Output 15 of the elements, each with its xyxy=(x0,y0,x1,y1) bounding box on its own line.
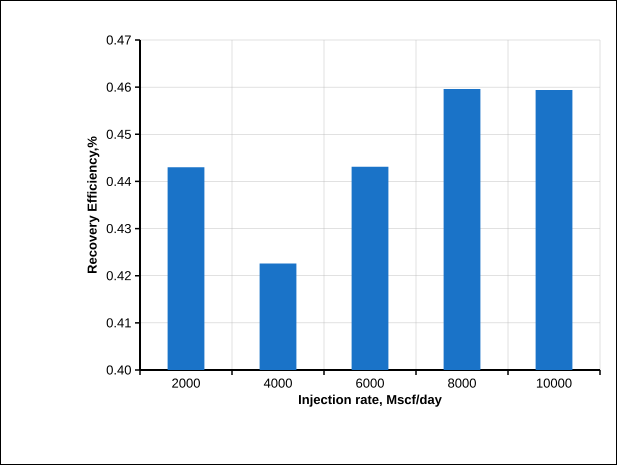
x-tick-label: 4000 xyxy=(264,378,292,388)
x-axis-title: Injection rate, Mscf/day xyxy=(298,394,442,407)
x-tick-label: 8000 xyxy=(448,378,476,388)
x-tick-label: 2000 xyxy=(172,378,200,388)
y-tick-label: 0.41 xyxy=(106,318,131,328)
x-tick-label: 10000 xyxy=(536,378,572,388)
y-tick-label: 0.42 xyxy=(106,271,131,280)
y-tick-label: 0.47 xyxy=(106,35,131,45)
y-tick-label: 0.43 xyxy=(106,224,131,234)
y-tick-label: 0.45 xyxy=(106,130,131,139)
y-tick-label: 0.44 xyxy=(106,176,132,186)
y-tick-label: 0.40 xyxy=(106,365,131,375)
y-tick-label: 0.46 xyxy=(106,82,131,92)
y-axis-title: Recovery Efficiency,% xyxy=(87,136,100,274)
x-tick-label: 6000 xyxy=(356,378,384,388)
